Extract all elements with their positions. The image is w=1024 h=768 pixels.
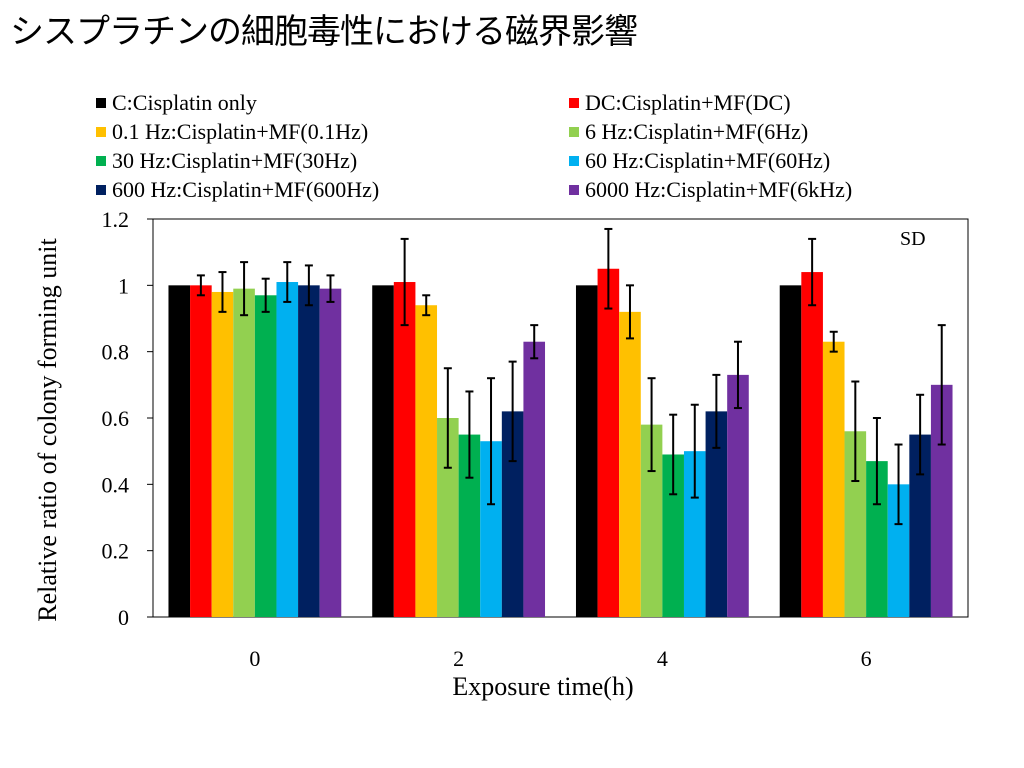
legend-item: 600 Hz:Cisplatin+MF(600Hz) [96, 176, 379, 204]
x-tick-label: 6 [861, 646, 872, 671]
legend-swatch [96, 185, 106, 195]
bar [190, 285, 212, 617]
legend-item: 30 Hz:Cisplatin+MF(30Hz) [96, 147, 357, 175]
legend-swatch [96, 98, 106, 108]
bar [211, 291, 234, 617]
y-tick-label: 1.2 [102, 207, 130, 232]
bar [480, 441, 502, 617]
legend-label: DC:Cisplatin+MF(DC) [585, 90, 791, 115]
legend-item: DC:Cisplatin+MF(DC) [569, 89, 791, 117]
legend-swatch [569, 98, 579, 108]
bar [705, 411, 728, 617]
y-tick-label: 1 [118, 273, 129, 298]
legend-swatch [96, 127, 106, 137]
y-tick-label: 0.8 [102, 340, 130, 365]
bar [523, 341, 546, 617]
bar [501, 411, 524, 617]
bar [866, 461, 888, 617]
legend-item: 60 Hz:Cisplatin+MF(60Hz) [569, 147, 830, 175]
bar [597, 268, 620, 617]
sd-annotation: SD [900, 228, 926, 250]
bar [619, 311, 641, 617]
legend-swatch [569, 127, 579, 137]
y-tick-label: 0.2 [102, 539, 130, 564]
legend-label: 0.1 Hz:Cisplatin+MF(0.1Hz) [112, 119, 369, 144]
bar [909, 434, 931, 617]
x-tick-label: 2 [453, 646, 464, 671]
bar [640, 424, 663, 617]
bar [298, 285, 320, 617]
y-tick-label: 0.6 [102, 406, 130, 431]
bar [930, 384, 953, 617]
legend-label: C:Cisplatin only [112, 90, 257, 115]
bar [683, 451, 706, 617]
bar [319, 288, 342, 617]
legend-item: 0.1 Hz:Cisplatin+MF(0.1Hz) [96, 118, 368, 146]
bar [575, 285, 598, 617]
chart-legend: C:Cisplatin only DC:Cisplatin+MF(DC) 0.1… [0, 0, 1024, 210]
legend-label: 60 Hz:Cisplatin+MF(60Hz) [585, 148, 831, 173]
bar [458, 434, 481, 617]
bar [233, 288, 255, 617]
bar [844, 431, 867, 617]
bar [393, 282, 416, 617]
legend-label: 30 Hz:Cisplatin+MF(30Hz) [112, 148, 358, 173]
slide-title: シスプラチンの細胞毒性における磁界影響 [10, 12, 638, 52]
legend-item: 6 Hz:Cisplatin+MF(6Hz) [569, 118, 808, 146]
bar [168, 285, 191, 617]
x-tick-label: 0 [249, 646, 260, 671]
bar [276, 282, 299, 617]
bar [887, 484, 910, 617]
legend-swatch [569, 185, 579, 195]
bar [779, 285, 802, 617]
legend-label: 600 Hz:Cisplatin+MF(600Hz) [112, 177, 380, 202]
bar [662, 454, 684, 617]
bar [372, 285, 394, 617]
y-tick-label: 0.4 [102, 472, 130, 497]
bar [727, 374, 749, 617]
bar [415, 305, 438, 617]
y-tick-label: 0 [118, 605, 129, 630]
legend-swatch [569, 156, 579, 166]
bar [437, 418, 459, 617]
legend-label: 6000 Hz:Cisplatin+MF(6kHz) [585, 177, 853, 202]
legend-label: 6 Hz:Cisplatin+MF(6Hz) [585, 119, 809, 144]
legend-swatch [96, 156, 106, 166]
x-tick-label: 4 [657, 646, 668, 671]
bar [254, 295, 277, 617]
x-axis-title: Exposure time(h) [452, 672, 634, 701]
bar [822, 341, 845, 617]
y-axis-title: Relative ratio of colony forming unit [33, 238, 62, 622]
bar [801, 272, 823, 617]
legend-item: C:Cisplatin only [96, 89, 257, 117]
legend-item: 6000 Hz:Cisplatin+MF(6kHz) [569, 176, 852, 204]
